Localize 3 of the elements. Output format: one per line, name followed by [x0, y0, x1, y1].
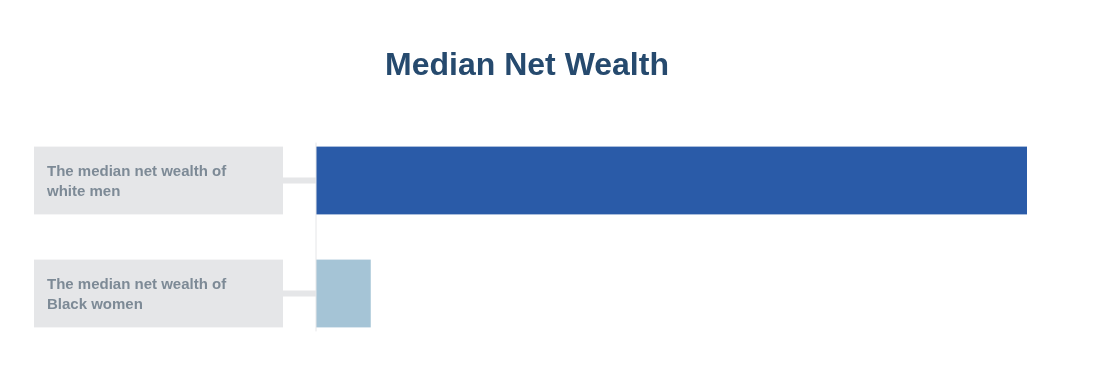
chart-title: Median Net Wealth: [385, 46, 669, 82]
y-tick-label: The median net wealth of Black women: [47, 274, 228, 312]
y-tick-label: The median net wealth of white men: [46, 161, 228, 199]
